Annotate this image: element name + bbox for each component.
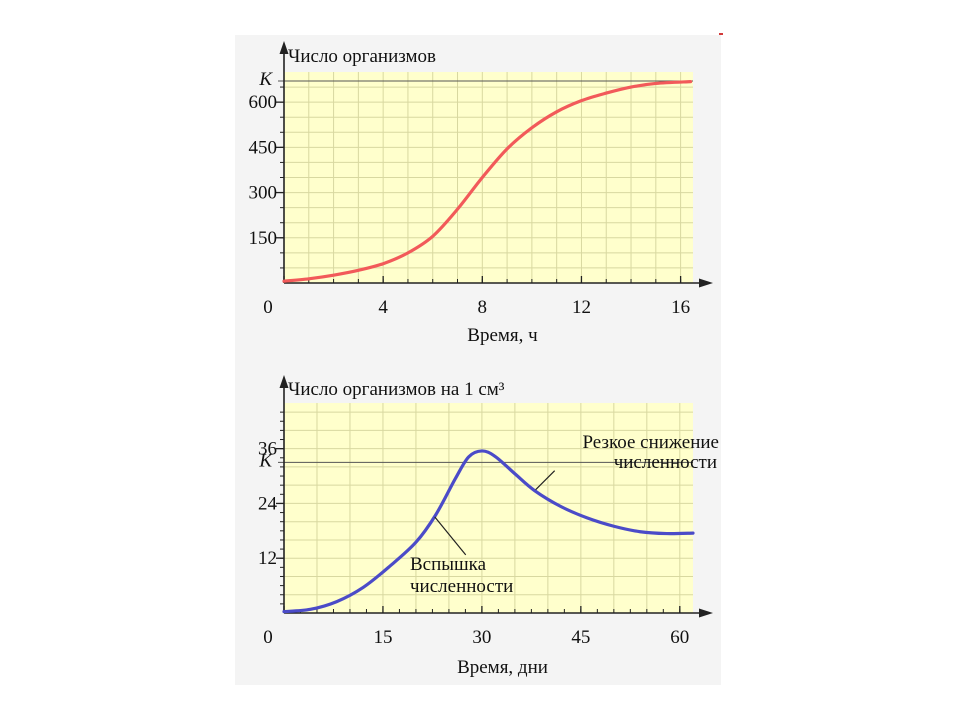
y-axis-label: Число организмов на 1 см³ — [288, 379, 505, 400]
annotation-text: Вспышка — [410, 554, 487, 575]
annotation-text: численности — [410, 576, 513, 597]
annotation-text: Резкое снижение — [582, 432, 719, 453]
x-axis-arrow — [699, 278, 713, 288]
x-tick-label: 16 — [671, 297, 690, 318]
annotation-text: численности — [614, 452, 717, 473]
k-label: K — [258, 69, 273, 90]
x-axis-arrow — [699, 608, 713, 618]
y-tick-label: 24 — [258, 493, 278, 514]
x-tick-label: 8 — [478, 297, 488, 318]
plot-area — [284, 403, 693, 613]
x-tick-label: 4 — [378, 297, 388, 318]
figure: 0 4 8 12 16 150 300 450 600 K Число организмов Врем… — [235, 35, 721, 685]
series-line — [282, 449, 695, 614]
red-mark — [719, 33, 723, 35]
annotation-leader — [434, 516, 467, 556]
k-label: K — [258, 450, 273, 471]
x-tick-label: 15 — [373, 627, 392, 648]
y-tick-label: 150 — [249, 228, 278, 249]
x-axis-label: Время, ч — [467, 325, 538, 346]
annotation-leader — [535, 470, 556, 491]
x-tick-label: 60 — [670, 627, 689, 648]
y-axis-arrow — [279, 41, 289, 54]
y-axis-arrow — [279, 375, 289, 388]
x-axis-label: Время, дни — [457, 657, 548, 678]
x-tick-label: 12 — [572, 297, 591, 318]
series-line — [282, 80, 693, 283]
x-tick-label: 0 — [263, 627, 273, 648]
x-tick-label: 45 — [571, 627, 590, 648]
chart-1 — [276, 41, 713, 288]
y-axis-label: Число организмов — [288, 46, 436, 67]
x-tick-label: 0 — [263, 297, 273, 318]
x-tick-label: 30 — [472, 627, 491, 648]
chart-2 — [276, 375, 713, 618]
y-tick-label: 12 — [258, 548, 277, 569]
y-tick-label: 600 — [249, 92, 278, 113]
y-tick-label: 300 — [249, 183, 278, 204]
y-tick-label: 36 — [258, 439, 277, 460]
y-tick-label: 450 — [249, 137, 278, 158]
